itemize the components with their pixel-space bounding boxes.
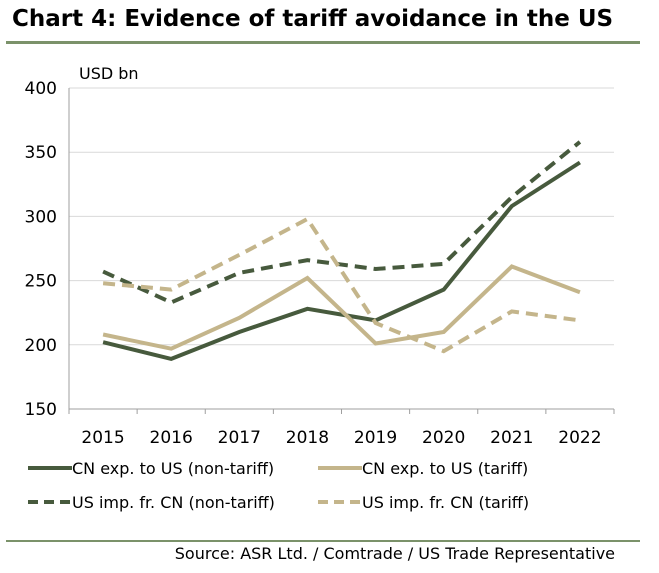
- y-tick-label: 200: [25, 336, 57, 356]
- legend-label: US imp. fr. CN (tariff): [362, 493, 529, 512]
- legend-label: CN exp. to US (tariff): [362, 459, 528, 478]
- series-line-4: [102, 216, 581, 354]
- source-note: Source: ASR Ltd. / Comtrade / US Trade R…: [174, 544, 615, 563]
- y-tick-label: 400: [25, 79, 57, 99]
- x-tick-label: 2015: [81, 428, 124, 448]
- y-tick-label: 150: [25, 400, 57, 420]
- title-divider: [6, 41, 640, 44]
- y-tick-label: 250: [25, 272, 57, 292]
- x-tick-label: 2016: [150, 428, 193, 448]
- chart-title: Chart 4: Evidence of tariff avoidance in…: [12, 6, 614, 32]
- series-line-1: [102, 160, 581, 361]
- y-axis-unit-label: USD bn: [79, 64, 139, 83]
- x-tick-label: 2018: [286, 428, 329, 448]
- gridlines: [69, 87, 614, 346]
- x-tick-label: 2022: [558, 428, 601, 448]
- line-chart: 150 200 250 300 350 400 2015 2016 2017 2018 2019 20…: [25, 64, 615, 512]
- series-line-3: [102, 140, 582, 305]
- series-lines: [102, 140, 582, 361]
- legend-label: US imp. fr. CN (non-tariff): [72, 493, 275, 512]
- y-tick-label: 350: [25, 143, 57, 163]
- x-tick-label: 2019: [354, 428, 397, 448]
- series-line-2: [102, 264, 581, 351]
- x-tick-label: 2020: [422, 428, 465, 448]
- source-divider: [6, 540, 640, 542]
- legend: CN exp. to US (non-tariff) CN exp. to US …: [28, 459, 529, 512]
- axes: 150 200 250 300 350 400 2015 2016 2017 2018 2019 20…: [25, 79, 615, 448]
- x-tick-label: 2017: [218, 428, 261, 448]
- x-tick-label: 2021: [490, 428, 533, 448]
- y-tick-label: 300: [25, 207, 57, 227]
- legend-label: CN exp. to US (non-tariff): [72, 459, 274, 478]
